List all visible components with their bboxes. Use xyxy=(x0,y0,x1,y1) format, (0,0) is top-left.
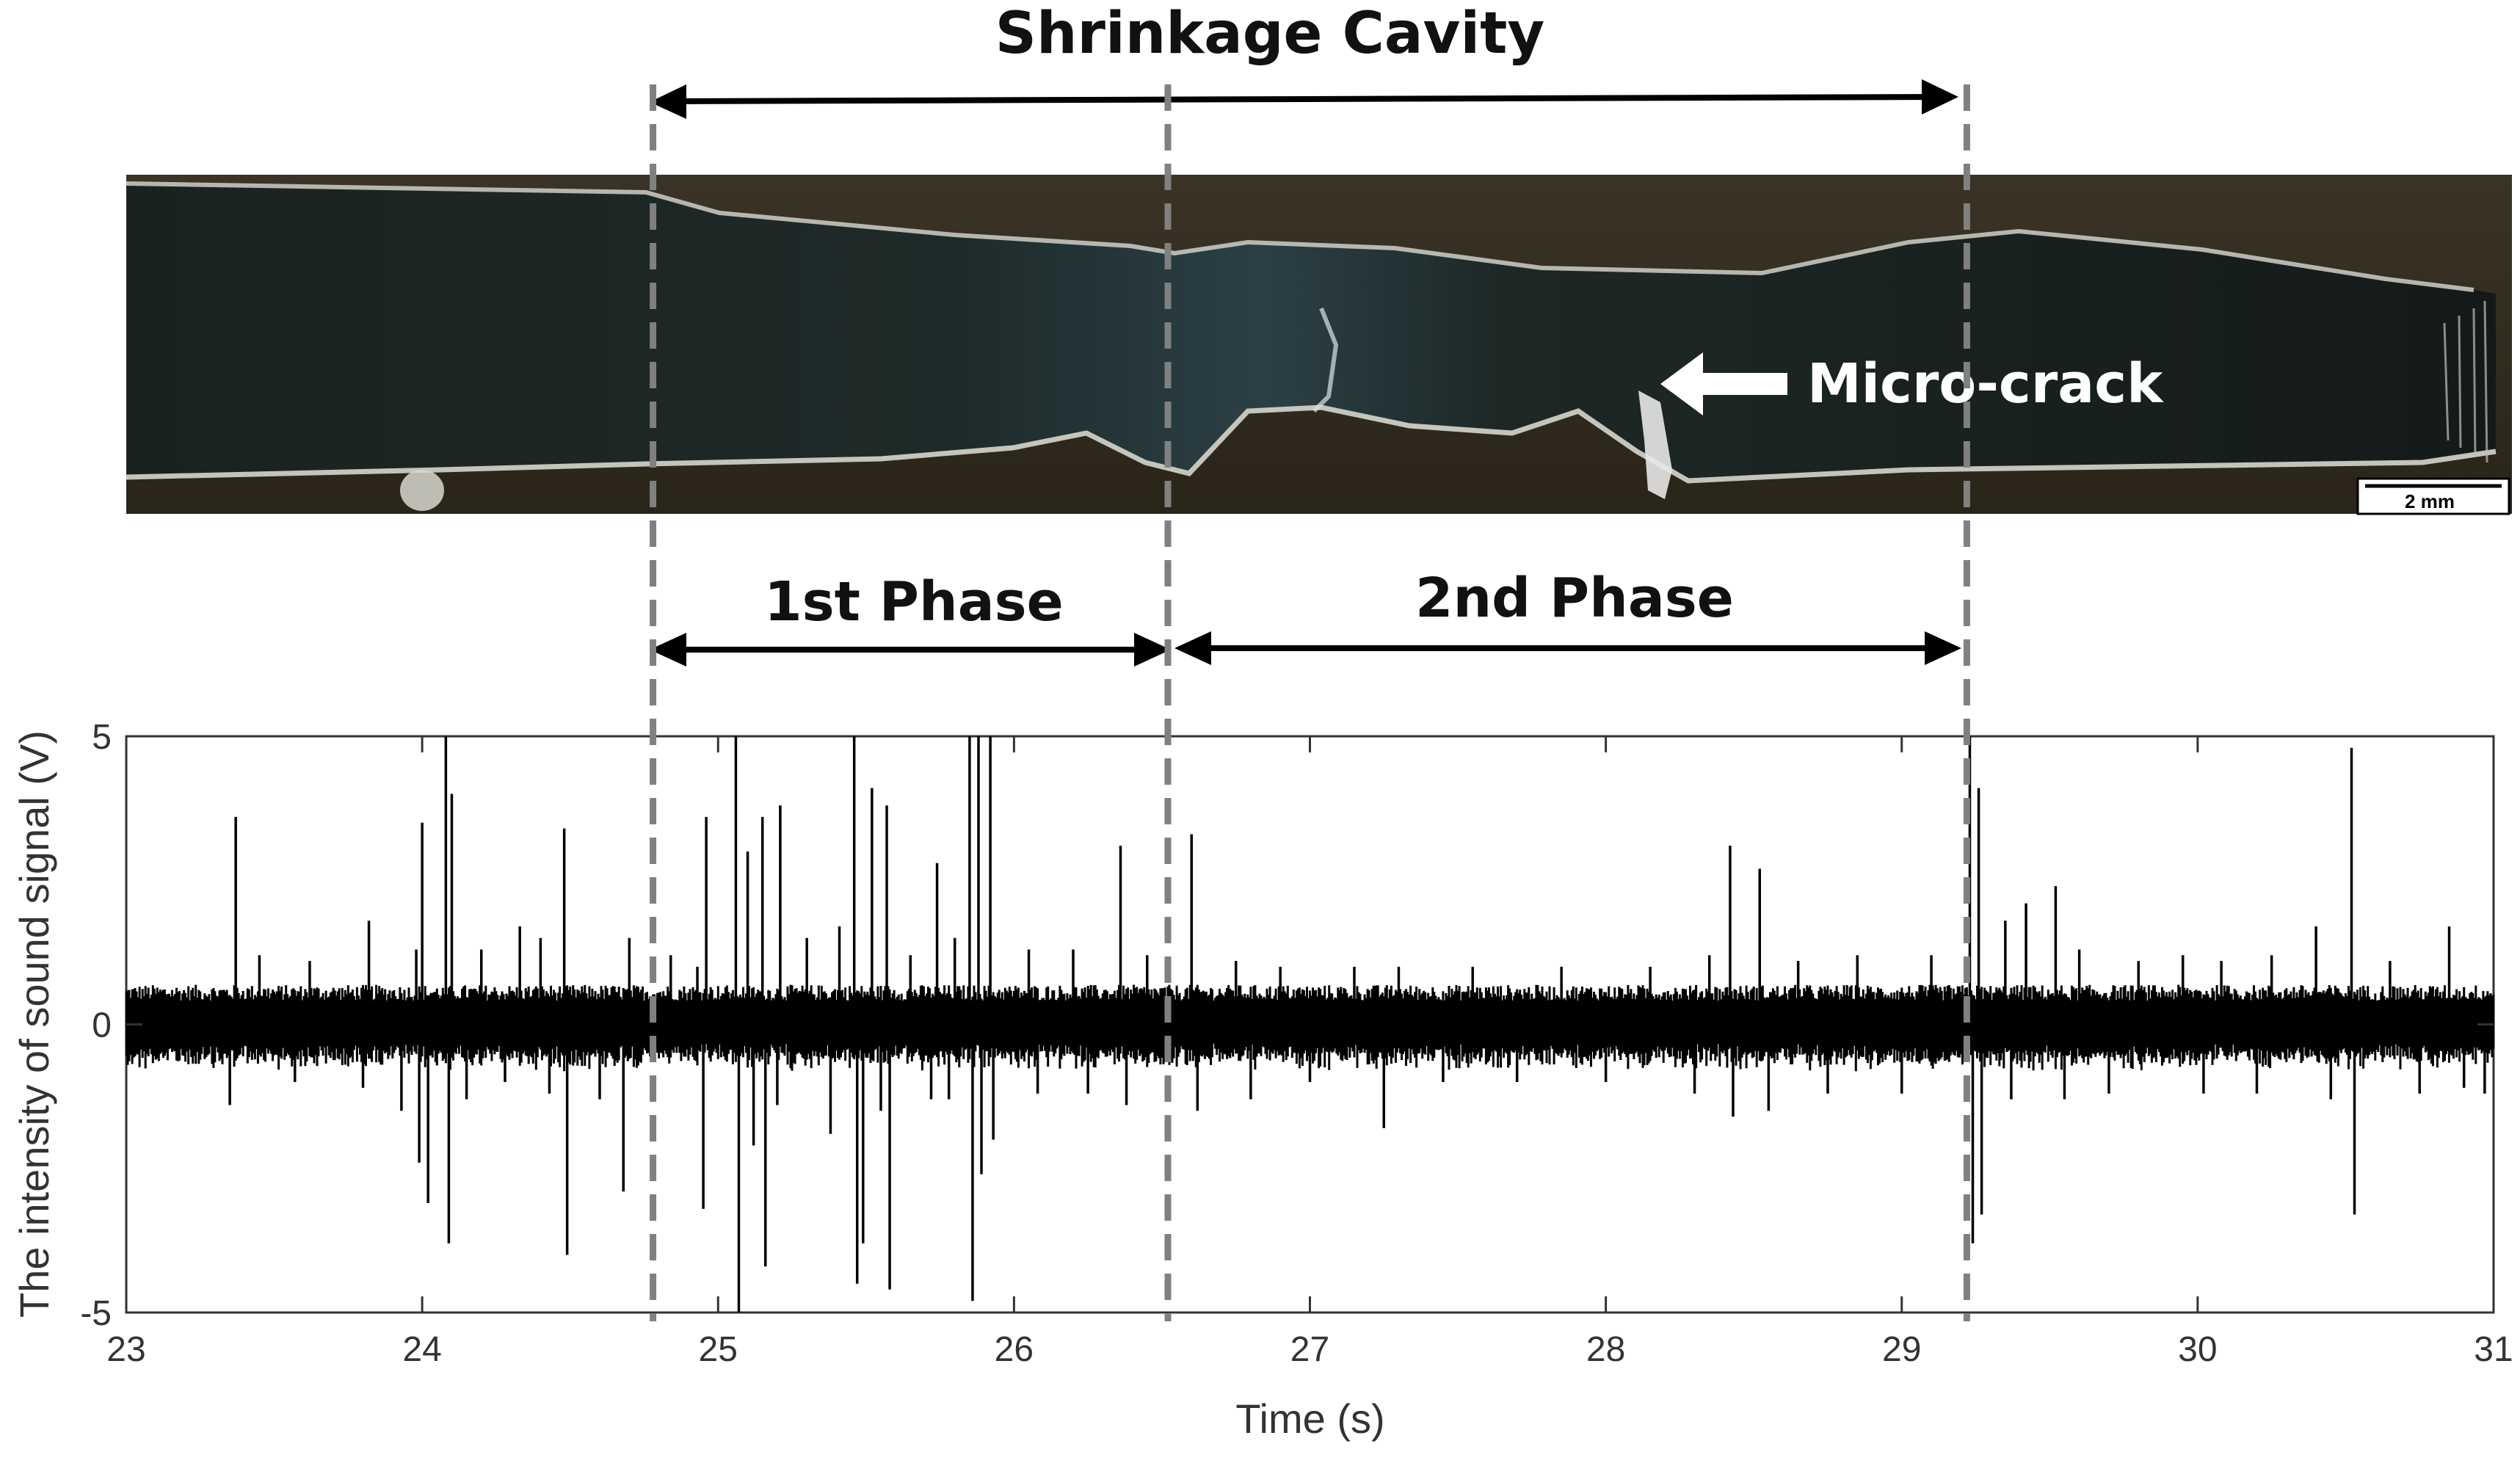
x-tick-label: 23 xyxy=(106,1330,145,1369)
y-tick-label: -5 xyxy=(80,1294,112,1333)
x-tick-label: 31 xyxy=(2474,1330,2513,1369)
tick-layer: 23 24 25 26 27 28 29 30 31 -5 0 5 xyxy=(80,718,2513,1369)
phase2-arrow-head-left xyxy=(1174,631,1211,665)
microcrack-arrow-shaft xyxy=(1692,373,1787,395)
phase1-label: 1st Phase xyxy=(764,570,1064,634)
annotation-layer: Shrinkage Cavity Micro-crack 1st Phase 2… xyxy=(650,1,2164,667)
microcrack-label: Micro-crack xyxy=(1807,352,2164,415)
signal-plot: 23 24 25 26 27 28 29 30 31 -5 0 5 Time (s) The inte… xyxy=(11,718,2513,1442)
specimen-top-edge xyxy=(126,181,2474,292)
phase1-arrow-head-left xyxy=(650,633,686,667)
cavity-arrow-head-left xyxy=(650,84,686,119)
cavity-arrow-head-right xyxy=(1922,79,1958,115)
specimen-body xyxy=(126,184,2496,481)
scale-bar-label: 2 mm xyxy=(2405,490,2455,512)
cavity-arrow-shaft xyxy=(664,94,1942,104)
x-tick-label: 26 xyxy=(995,1330,1034,1369)
phase2-arrow-head-right xyxy=(1925,631,1961,665)
surface-blemish xyxy=(400,470,444,511)
right-end-marks xyxy=(2443,300,2488,463)
x-tick-label: 29 xyxy=(1882,1330,1921,1369)
y-tick-label: 0 xyxy=(92,1006,112,1045)
phase-marker-layer xyxy=(650,84,1970,1321)
micro-crack-feature xyxy=(1638,391,1672,499)
specimen-photo: 2 mm xyxy=(126,175,2512,515)
signal-layer xyxy=(125,736,2495,1313)
y-axis-label: The intensity of sound signal (V) xyxy=(11,730,57,1318)
x-tick-label: 24 xyxy=(402,1330,441,1369)
crack-highlight-streak xyxy=(1312,307,1339,413)
microcrack-arrow-head xyxy=(1660,352,1703,415)
x-tick-label: 25 xyxy=(699,1330,738,1369)
cavity-label: Shrinkage Cavity xyxy=(995,1,1544,67)
phase2-label: 2nd Phase xyxy=(1415,567,1734,630)
x-tick-label: 27 xyxy=(1290,1330,1329,1369)
x-axis-label: Time (s) xyxy=(1235,1395,1384,1442)
phase1-arrow-head-right xyxy=(1134,633,1171,667)
specimen-bottom-edge xyxy=(126,404,2497,484)
x-tick-label: 28 xyxy=(1586,1330,1625,1369)
x-tick-label: 30 xyxy=(2178,1330,2217,1369)
y-tick-label: 5 xyxy=(92,718,112,757)
